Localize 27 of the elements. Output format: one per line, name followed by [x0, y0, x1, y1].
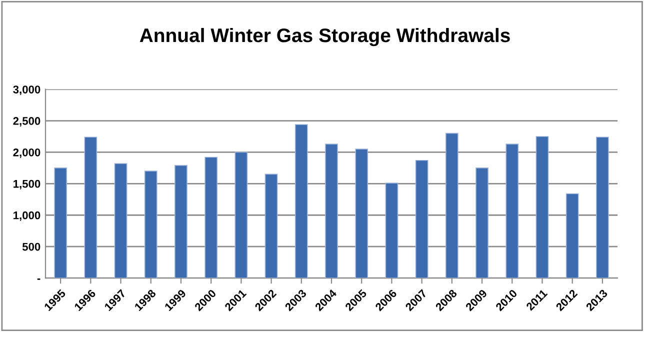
bar: [54, 168, 67, 278]
bar: [174, 165, 188, 278]
bar: [596, 136, 609, 278]
y-tick-label: 2,500: [13, 117, 40, 127]
bar: [445, 132, 458, 278]
bar: [415, 160, 428, 278]
bar: [144, 170, 158, 278]
bar: [536, 136, 549, 278]
bar: [294, 124, 308, 278]
bar: [385, 182, 398, 278]
y-tick-label: 1,000: [14, 211, 40, 221]
bar: [234, 152, 248, 278]
bar: [476, 168, 488, 278]
bar: [506, 144, 519, 278]
bar: [264, 174, 278, 278]
y-tick-label: 2,000: [13, 148, 40, 158]
y-tick-label: 500: [22, 242, 40, 251]
y-tick-label: 1,500: [14, 180, 40, 190]
bar: [84, 136, 98, 278]
bar: [325, 144, 338, 278]
y-tick-label: 3,000: [13, 86, 40, 96]
chart-title: Annual Winter Gas Storage Withdrawals: [140, 28, 510, 46]
bar: [566, 193, 579, 278]
bar: [204, 156, 218, 278]
bar: [114, 163, 128, 278]
bar: [355, 148, 368, 278]
y-tick-label: -: [37, 278, 40, 280]
